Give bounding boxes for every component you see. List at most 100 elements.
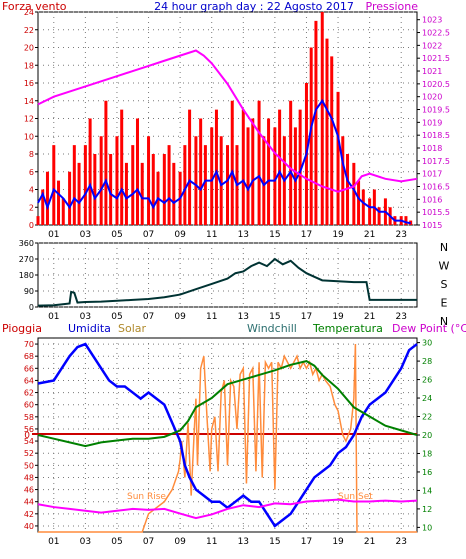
y-left-tick-label: 10	[24, 132, 34, 141]
wind-gust-bar	[289, 100, 293, 225]
x-tick-label: 17	[301, 537, 312, 547]
legend-rain: Pioggia	[2, 322, 42, 335]
x-tick-label: 17	[301, 230, 312, 240]
y-left-tick-label: 12	[24, 115, 34, 124]
y-left-tick-label: 66	[24, 364, 34, 373]
x-tick-label: 21	[364, 230, 375, 240]
wind-gust-bar	[99, 136, 103, 225]
y-right-tick-label: 1019	[422, 118, 442, 127]
x-tick-label: 15	[269, 230, 280, 240]
wind-gust-bar	[45, 171, 49, 225]
wind-gust-bar	[167, 145, 171, 225]
y-left-tick-label: 70	[24, 340, 34, 349]
y-left-tick-label: 62	[24, 389, 34, 398]
wind-gust-bar	[251, 118, 255, 225]
y-left-tick-label: 42	[24, 510, 34, 519]
y-left-tick-label: 20	[24, 44, 34, 53]
pressure-axis-title: Pressione	[366, 0, 419, 13]
x-tick-label: 01	[48, 312, 59, 322]
x-tick-label: 21	[364, 312, 375, 322]
direction-label: S	[441, 278, 448, 291]
y-right-tick-label: 1020	[422, 93, 442, 102]
wind-gust-bar	[352, 162, 356, 225]
y-left-tick-label: 60	[24, 401, 34, 410]
x-tick-label: 11	[206, 537, 217, 547]
wind-gust-bar	[330, 56, 334, 225]
wind-direction-line	[37, 257, 417, 307]
wind-gust-bar	[278, 109, 282, 225]
x-tick-label: 19	[332, 537, 344, 547]
y-right-tick-label: 20	[422, 431, 432, 440]
legend-humidity: Umidita	[68, 322, 111, 335]
y-right-tick-label: 1017	[422, 170, 442, 179]
wind-gust-bar	[314, 20, 318, 225]
y-right-tick-label: 1017.5	[422, 157, 450, 166]
y-right-tick-label: 26	[422, 376, 432, 385]
y-right-tick-label: 1018	[422, 144, 442, 153]
sun-rise-label: Sun Rise	[127, 492, 166, 502]
wind-gust-bar	[115, 136, 119, 225]
y-left-tick-label: 0	[29, 221, 34, 230]
wind-gust-bar	[357, 180, 361, 225]
wind-gust-bar	[52, 145, 56, 225]
x-tick-label: 11	[206, 230, 217, 240]
wind-gust-bar	[120, 109, 124, 225]
legend-dewpoint: Dew Point (°C)	[392, 322, 466, 335]
wind-gust-bar	[210, 127, 214, 225]
wind-gust-bar	[131, 145, 135, 225]
wind-gust-bar	[188, 109, 192, 225]
x-tick-label: 13	[238, 537, 249, 547]
y-left-tick-label: 58	[24, 413, 34, 422]
x-tick-label: 15	[269, 312, 280, 322]
wind-gust-bar	[61, 198, 65, 225]
wind-gust-bar	[325, 38, 329, 225]
wind-gust-bar	[41, 189, 45, 225]
x-tick-label: 11	[206, 312, 217, 322]
wind-gust-bar	[83, 145, 87, 225]
wind-gust-bar	[72, 145, 76, 225]
y-left-tick-label: 64	[24, 376, 34, 385]
y-left-tick-label: 24	[24, 8, 34, 17]
x-tick-label: 03	[80, 230, 91, 240]
wind-gust-bar	[341, 136, 345, 225]
wind-gust-bar	[124, 162, 128, 225]
wind-gust-bar	[88, 118, 92, 225]
y-right-tick-label: 16	[422, 468, 432, 477]
wind-gust-bar	[203, 145, 207, 225]
y-right-tick-label: 1019.5	[422, 106, 450, 115]
y-left-tick-label: 40	[24, 522, 34, 531]
wind-gust-bar	[404, 216, 408, 225]
wind-gust-bar	[267, 118, 271, 225]
wind-gust-bar	[162, 154, 166, 225]
x-tick-label: 01	[48, 230, 59, 240]
y-left-tick-label: 18	[24, 61, 34, 70]
x-tick-label: 15	[269, 537, 280, 547]
y-right-tick-label: 12	[422, 505, 432, 514]
direction-label: N	[440, 241, 448, 254]
y-right-tick-label: 1015	[422, 221, 442, 230]
y-right-tick-label: 1016	[422, 195, 442, 204]
x-tick-label: 01	[48, 537, 59, 547]
wind-gust-bar	[151, 154, 155, 225]
wind-gust-bar	[241, 109, 245, 225]
wind-gust-bar	[273, 127, 277, 225]
chart-title: 24 hour graph day : 22 Agosto 2017	[154, 0, 354, 13]
y-left-tick-label: 4	[29, 186, 34, 195]
y-left-tick-label: 22	[24, 26, 34, 35]
x-tick-label: 19	[332, 312, 344, 322]
wind-gust-bar	[104, 100, 108, 225]
legend-windchill: Windchill	[247, 322, 297, 335]
wind-gust-bar	[183, 145, 187, 225]
x-tick-label: 07	[143, 312, 154, 322]
wind-gust-bar	[309, 47, 313, 225]
y-left-tick-label: 360	[19, 239, 34, 248]
y-right-tick-label: 1016.5	[422, 183, 450, 192]
legend-solar: Solar	[118, 322, 147, 335]
wind-gust-bar	[147, 136, 151, 225]
wind-gust-bar	[219, 136, 223, 225]
temperature-line	[37, 360, 418, 448]
y-left-tick-label: 14	[24, 97, 34, 106]
direction-label: N	[440, 315, 448, 328]
